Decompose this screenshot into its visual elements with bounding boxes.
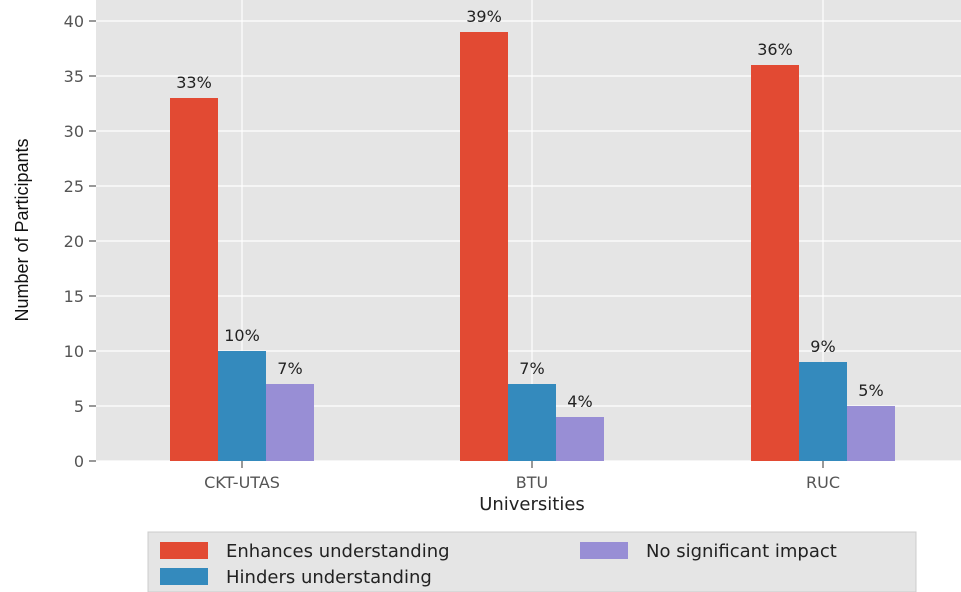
data-label: 7% [519,359,544,378]
data-labels-group: 33% 39% 36% 10% 7% 9% 7% 4% 5% [176,7,883,411]
bar [799,362,847,461]
data-label: 36% [757,40,793,59]
y-tick-label: 15 [64,287,84,306]
y-axis: 0 5 10 15 20 25 30 35 40 [64,12,96,471]
y-tick-label: 35 [64,67,84,86]
y-tick-label: 0 [74,452,84,471]
x-axis: CKT-UTAS BTU RUC [204,461,840,492]
legend-swatch [160,568,208,585]
legend: Enhances understanding Hinders understand… [147,531,917,592]
bar [751,65,799,461]
data-label: 10% [224,326,260,345]
data-label: 33% [176,73,212,92]
bar [460,32,508,461]
data-label: 7% [277,359,302,378]
bar [508,384,556,461]
data-label: 39% [466,7,502,26]
legend-swatch [160,542,208,559]
bar [556,417,604,461]
x-tick-label: CKT-UTAS [204,473,280,492]
y-axis-title: Number of Participants [12,138,32,321]
bar [266,384,314,461]
legend-label: Hinders understanding [226,567,432,588]
y-tick-label: 10 [64,342,84,361]
legend-swatch [580,542,628,559]
x-tick-label: RUC [806,473,840,492]
y-tick-label: 20 [64,232,84,251]
legend-box [147,531,917,592]
bars-group [170,32,895,461]
legend-label: No significant impact [646,541,837,562]
legend-label: Enhances understanding [226,541,450,562]
data-label: 4% [567,392,592,411]
y-tick-label: 40 [64,12,84,31]
bar [170,98,218,461]
x-tick-label: BTU [516,473,548,492]
x-axis-title: Universities [479,494,585,515]
data-label: 5% [858,381,883,400]
y-tick-label: 30 [64,122,84,141]
bar [847,406,895,461]
data-label: 9% [810,337,835,356]
bar [218,351,266,461]
y-tick-label: 5 [74,397,84,416]
y-tick-label: 25 [64,177,84,196]
